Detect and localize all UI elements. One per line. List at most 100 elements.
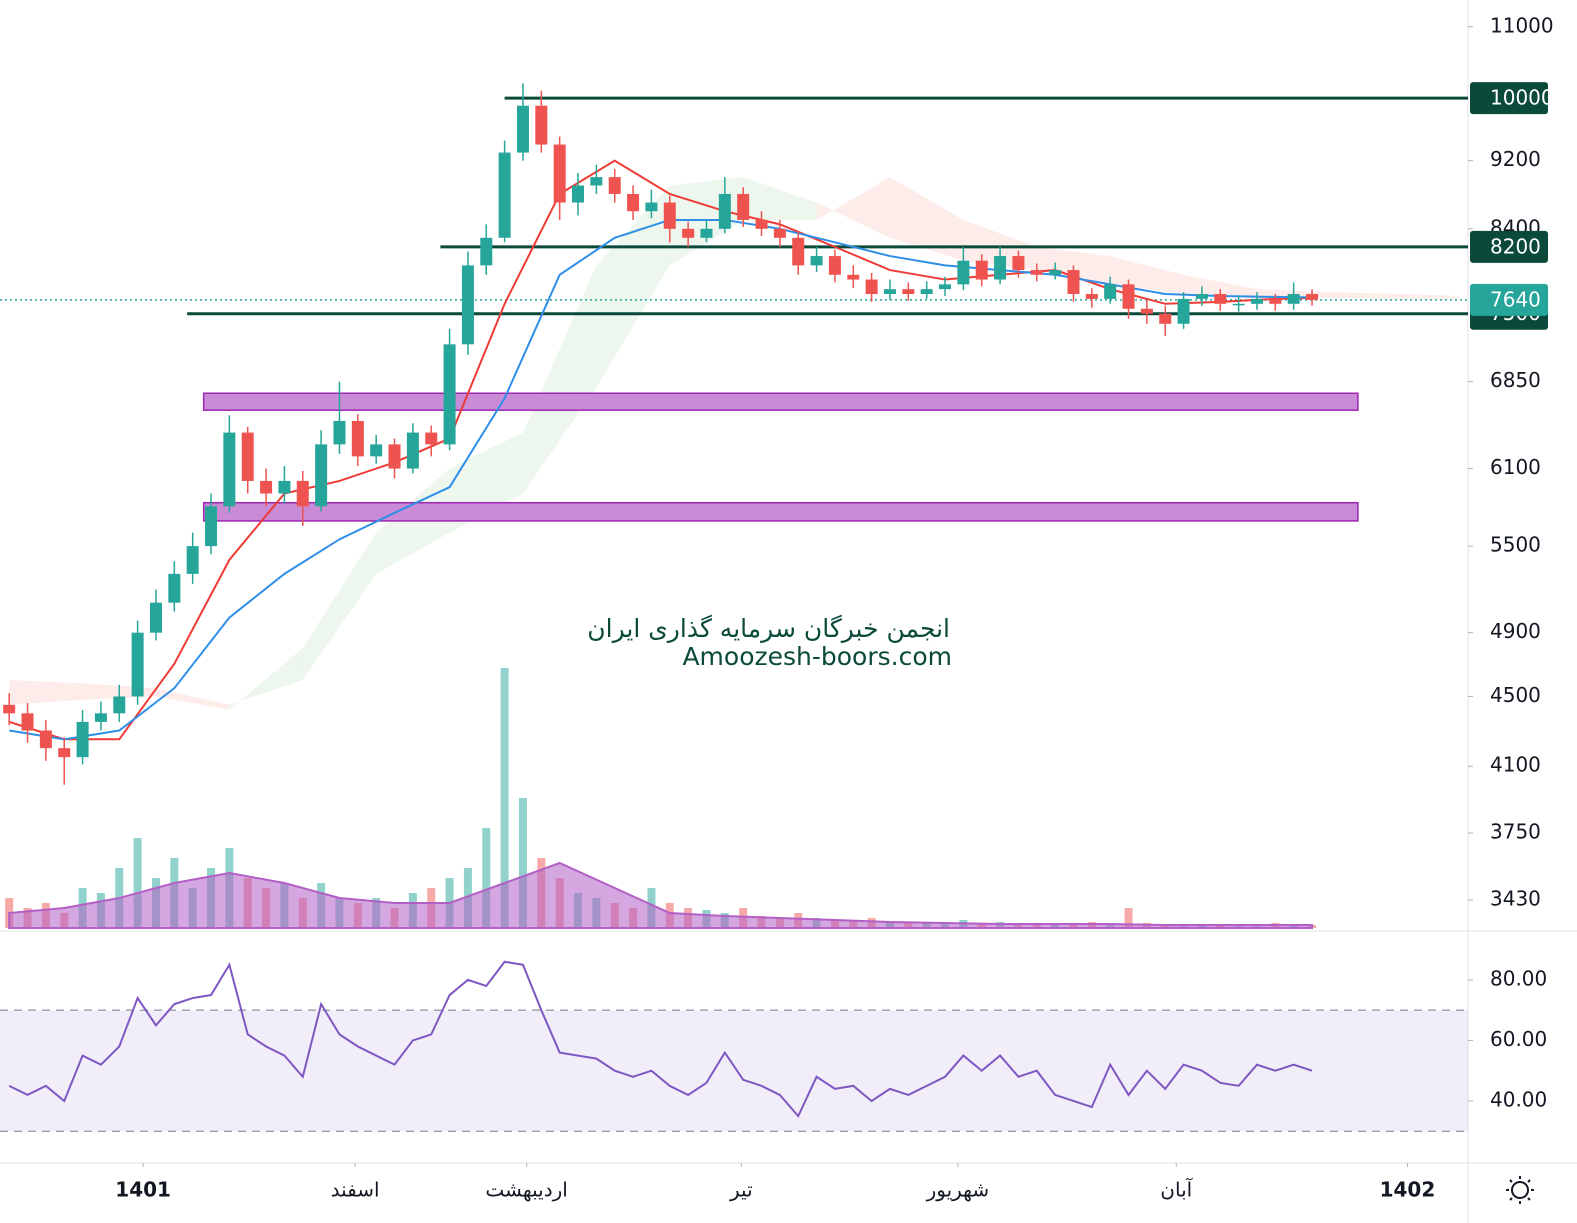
candle-body xyxy=(755,219,768,229)
y-tick-label: 4500 xyxy=(1490,683,1541,707)
candle-body xyxy=(1122,284,1135,309)
candle-body xyxy=(1306,294,1319,300)
candle-body xyxy=(883,289,896,295)
rsi-tick-label: 80.00 xyxy=(1490,966,1547,990)
candle-body xyxy=(168,573,181,603)
cloud-segment xyxy=(155,688,230,710)
y-tick-label: 4100 xyxy=(1490,753,1541,777)
candle-body xyxy=(975,260,988,280)
cloud-segment xyxy=(302,532,377,681)
volume-bar xyxy=(133,838,142,928)
candle-body xyxy=(773,228,786,238)
candle-body xyxy=(792,237,805,266)
candle-body xyxy=(443,344,456,445)
last-price-label: 7640 xyxy=(1490,287,1541,311)
y-tick-label: 6100 xyxy=(1490,455,1541,479)
x-tick-label: اسفند xyxy=(331,1178,380,1202)
x-tick-label: 1402 xyxy=(1380,1178,1436,1202)
candle-body xyxy=(535,105,548,145)
candle-body xyxy=(700,228,713,238)
candle-body xyxy=(1250,298,1263,304)
candle-body xyxy=(1067,270,1080,295)
candle-body xyxy=(58,748,71,758)
candle-body xyxy=(149,602,162,633)
candle-body xyxy=(1232,303,1245,306)
volume-bar xyxy=(1124,908,1133,928)
x-tick-label: شهریور xyxy=(926,1178,990,1202)
candle-body xyxy=(131,632,144,697)
candle-body xyxy=(186,546,199,574)
volume-ma xyxy=(8,861,1314,929)
candle-body xyxy=(21,713,34,731)
candle-body xyxy=(553,144,566,203)
candle-body xyxy=(1030,270,1043,275)
level-label: 10000 xyxy=(1490,86,1554,110)
x-tick-label: اردیبهشت xyxy=(485,1178,567,1202)
candle-body xyxy=(865,279,878,295)
candle-body xyxy=(1049,270,1062,275)
x-tick-label: آبان xyxy=(1160,1177,1193,1202)
candle-body xyxy=(351,420,364,457)
candle-body xyxy=(1085,294,1098,299)
candle-body xyxy=(113,696,126,714)
candle-body xyxy=(1195,294,1208,299)
candle-body xyxy=(260,480,273,494)
candle-body xyxy=(205,506,218,547)
candle-body xyxy=(810,256,823,266)
settings-icon[interactable] xyxy=(1506,1176,1534,1204)
candle-body xyxy=(1159,313,1172,324)
candle-body xyxy=(76,721,89,758)
candle-body xyxy=(902,289,915,295)
candle-body xyxy=(388,444,401,469)
volume-bar xyxy=(482,828,491,928)
cloud-segment xyxy=(743,177,817,220)
candle-body xyxy=(957,260,970,285)
candle-body xyxy=(315,444,328,507)
candle-body xyxy=(223,432,236,507)
candle-body xyxy=(737,193,750,220)
candle-body xyxy=(627,193,640,212)
candle-body xyxy=(39,730,52,749)
cloud-segment xyxy=(9,680,83,705)
candle-body xyxy=(939,284,952,290)
y-tick-label: 3430 xyxy=(1490,886,1541,910)
candle-body xyxy=(1269,298,1282,304)
candle-body xyxy=(1012,256,1025,271)
rsi-band xyxy=(0,1010,1468,1132)
candle-body xyxy=(498,152,511,238)
level-label: 8200 xyxy=(1490,234,1541,258)
y-tick-label: 5500 xyxy=(1490,533,1541,557)
candle-body xyxy=(425,432,438,445)
rsi-line xyxy=(8,960,1313,1118)
candle-body xyxy=(1140,308,1153,314)
candle-body xyxy=(370,444,383,457)
candle-body xyxy=(645,202,658,212)
candle-body xyxy=(663,202,676,229)
x-tick-label: 1401 xyxy=(115,1178,171,1202)
cloud-segment xyxy=(1403,294,1459,299)
level-box xyxy=(1470,82,1548,115)
candle-body xyxy=(828,256,841,275)
volume-bar xyxy=(518,798,527,928)
candle-body xyxy=(718,193,731,229)
cloud-segment xyxy=(229,648,303,710)
candle-body xyxy=(278,480,291,494)
y-tick-label: 4900 xyxy=(1490,619,1541,643)
volume-bar xyxy=(500,668,509,928)
cloud-segment xyxy=(522,265,597,494)
candle-body xyxy=(1287,294,1300,304)
cloud-segment xyxy=(596,185,670,388)
candle-body xyxy=(847,274,860,280)
candle-body xyxy=(516,105,529,153)
y-tick-label: 3750 xyxy=(1490,820,1541,844)
candle-body xyxy=(1177,298,1190,324)
candle-body xyxy=(994,256,1007,280)
candle-body xyxy=(682,228,695,238)
candle-body xyxy=(572,185,585,203)
candle-body xyxy=(241,432,254,481)
rsi-tick-label: 60.00 xyxy=(1490,1027,1547,1051)
candle-body xyxy=(480,237,493,266)
zone xyxy=(202,501,1359,522)
